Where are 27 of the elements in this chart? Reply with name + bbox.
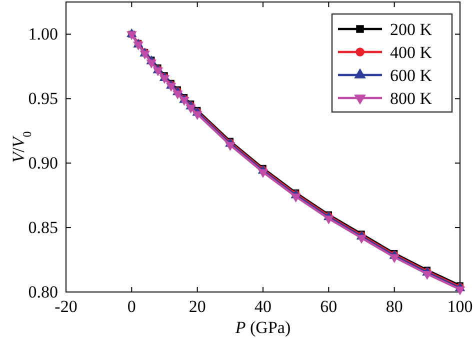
point <box>192 111 202 120</box>
y-tick-label: 1.00 <box>28 24 58 44</box>
point <box>159 75 170 84</box>
point <box>152 67 164 76</box>
x-tick-label: 20 <box>188 297 206 316</box>
point <box>166 82 176 92</box>
x-axis-title: P (GPa) <box>234 318 291 337</box>
legend-label: 800 K <box>390 89 433 108</box>
x-tick-label: 80 <box>386 297 403 316</box>
point <box>146 60 156 68</box>
legend-label: 400 K <box>390 43 433 62</box>
point <box>225 142 236 151</box>
legend-label: 600 K <box>390 66 433 85</box>
x-tick-label: 0 <box>127 297 136 316</box>
point <box>186 104 196 114</box>
point <box>258 169 268 178</box>
x-tick-label: 100 <box>447 297 473 316</box>
y-tick-label: 0.95 <box>28 89 58 108</box>
point <box>126 31 137 40</box>
x-tick-label: 60 <box>320 297 338 316</box>
y-tick-label: 0.85 <box>28 218 58 237</box>
point <box>172 90 183 100</box>
point <box>179 97 190 106</box>
x-tick-label: 40 <box>254 297 272 316</box>
point <box>140 50 150 60</box>
point <box>133 42 144 50</box>
legend-label: 200 K <box>390 20 433 39</box>
